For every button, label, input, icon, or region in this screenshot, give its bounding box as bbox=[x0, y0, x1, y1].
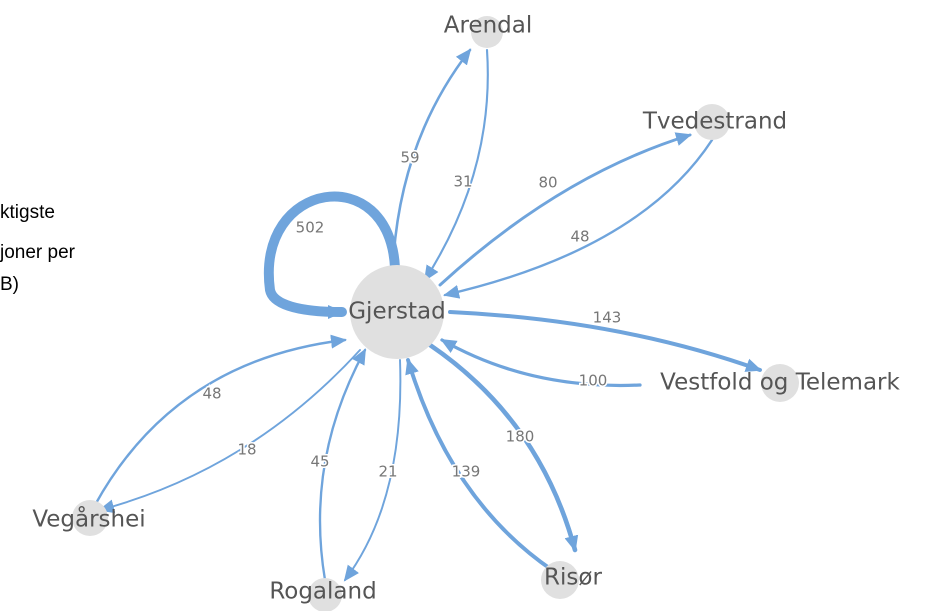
edge bbox=[98, 349, 361, 514]
edge-label: 31 bbox=[453, 173, 472, 191]
edge bbox=[438, 132, 692, 287]
node-label: Arendal bbox=[444, 13, 533, 39]
edge-label: 139 bbox=[452, 463, 481, 481]
edge bbox=[93, 334, 347, 507]
edge-label: 502 bbox=[296, 219, 325, 237]
node-label: Vestfold og Telemark bbox=[660, 370, 900, 396]
node-label: Vegårshei bbox=[32, 505, 145, 533]
edges bbox=[93, 48, 762, 582]
edge bbox=[263, 191, 400, 319]
edge-label: 180 bbox=[506, 428, 535, 446]
edge-label: 45 bbox=[310, 453, 329, 471]
edge bbox=[443, 138, 714, 299]
edge bbox=[405, 358, 554, 572]
edge-label: 48 bbox=[570, 228, 589, 246]
intro-text: joner per bbox=[0, 242, 76, 263]
edge-label: 100 bbox=[579, 372, 608, 390]
edge bbox=[343, 359, 402, 582]
edge bbox=[440, 338, 642, 388]
node bbox=[72, 500, 108, 536]
node bbox=[694, 104, 730, 140]
node-label: Rogaland bbox=[269, 579, 376, 605]
intro-text: ktigste bbox=[0, 202, 55, 223]
edge bbox=[391, 48, 472, 267]
edge-label: 18 bbox=[237, 441, 256, 459]
node-label: Risør bbox=[544, 565, 602, 591]
edge bbox=[448, 310, 762, 372]
edge bbox=[423, 48, 489, 282]
labels: 59 31 80 48 502 143 100 180 139 21 45 48 18 Gjerstad A… bbox=[32, 13, 900, 605]
edge-label: 80 bbox=[538, 174, 557, 192]
intro-text: B) bbox=[0, 274, 19, 295]
node bbox=[308, 578, 342, 611]
edge-label: 143 bbox=[593, 309, 622, 327]
node-label: Gjerstad bbox=[348, 299, 446, 325]
edge bbox=[427, 342, 579, 553]
nodes bbox=[72, 16, 799, 611]
node bbox=[471, 16, 503, 48]
node-label: Tvedestrand bbox=[642, 109, 787, 135]
node bbox=[541, 561, 579, 599]
edge-label: 59 bbox=[400, 149, 419, 167]
edge-label: 48 bbox=[202, 385, 221, 403]
edge bbox=[318, 348, 367, 582]
node bbox=[761, 364, 799, 402]
node bbox=[350, 265, 444, 359]
edge-label: 21 bbox=[378, 463, 397, 481]
